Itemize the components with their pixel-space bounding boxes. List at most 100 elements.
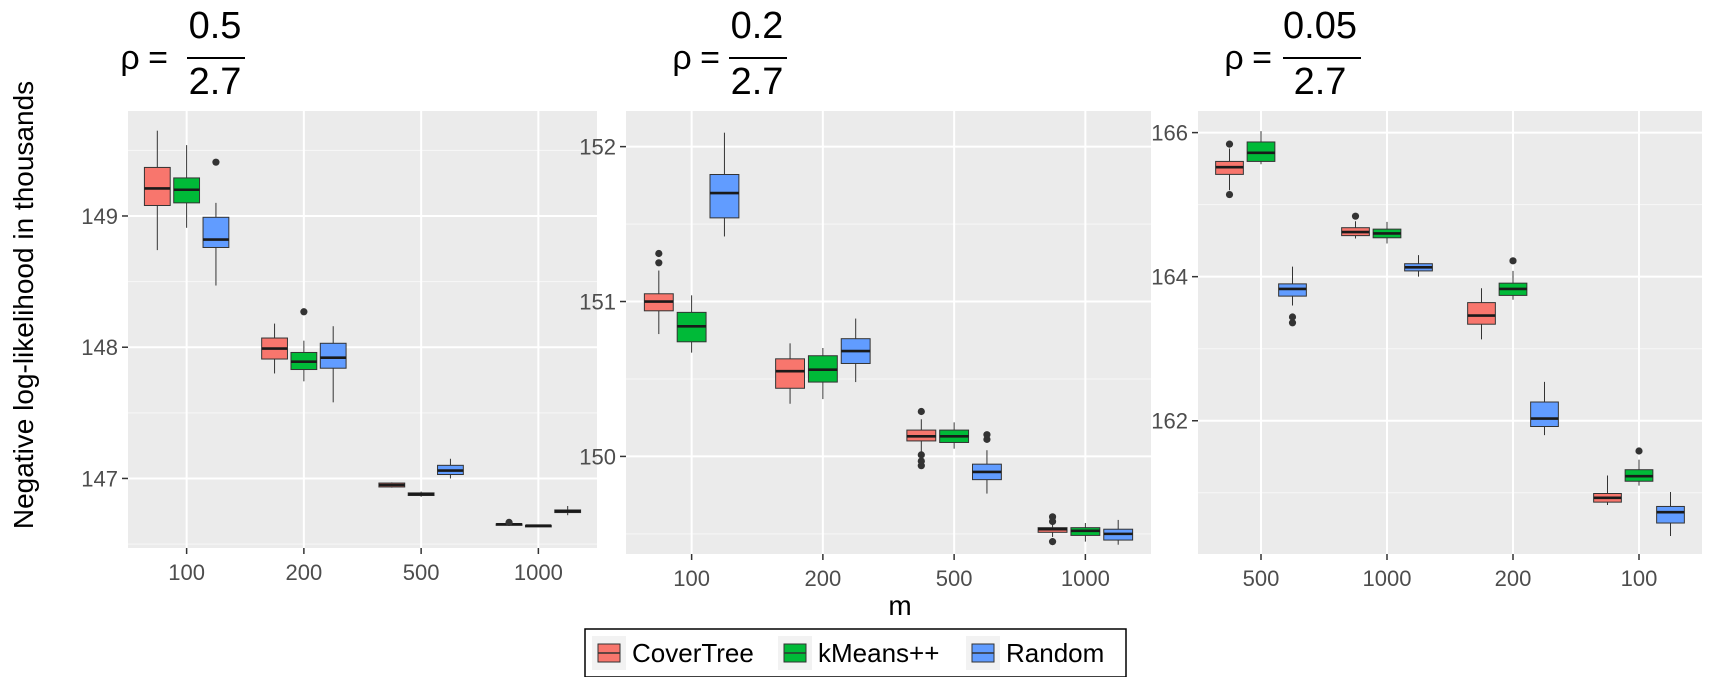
box-covertree	[1215, 140, 1244, 199]
panel-2-title-symbol: ρ	[672, 39, 691, 77]
x-tick-label: 200	[1495, 566, 1532, 591]
box-random	[1656, 492, 1685, 536]
outlier-point	[1288, 313, 1297, 321]
box-kmeans	[676, 295, 707, 353]
y-tick-label: 149	[81, 204, 118, 229]
box-covertree	[261, 323, 288, 374]
y-tick-label: 164	[1151, 265, 1188, 290]
box-kmeans	[524, 524, 552, 528]
box-body	[1656, 505, 1685, 524]
panel-1-background	[128, 111, 597, 548]
panel-1-title-equals: =	[148, 39, 168, 77]
outlier-point	[917, 451, 925, 459]
box-covertree	[378, 482, 406, 488]
box-body	[143, 166, 171, 206]
box-covertree	[495, 518, 523, 527]
panel-2-boxes	[643, 132, 1134, 546]
box-body	[1467, 302, 1496, 325]
panel-3-title-equals: =	[1252, 39, 1272, 77]
panel-2: ρ = 0.2 2.7 150 151 152 100 200 500 1000	[579, 5, 1151, 591]
outlier-point	[917, 457, 925, 465]
outlier-point	[655, 249, 663, 258]
outlier-point	[212, 158, 220, 166]
panel-1-title-fraction-bar	[187, 57, 245, 59]
box-covertree	[643, 249, 674, 335]
panel-2-title: ρ = 0.2 2.7	[672, 5, 787, 103]
y-tick-label: 147	[81, 466, 118, 491]
panel-3-title-numerator: 0.05	[1283, 5, 1357, 47]
box-random	[202, 158, 230, 286]
panel-1-title-denominator: 2.7	[189, 61, 242, 103]
panel-3-y-ticks: 162 164 166	[1151, 121, 1198, 434]
box-body	[319, 342, 347, 369]
box-random	[1278, 266, 1307, 327]
outlier-point	[1225, 140, 1234, 148]
panel-3: ρ = 0.05 2.7 162 164 166 500 1000 200 100	[1151, 5, 1702, 591]
box-kmeans	[1498, 257, 1528, 300]
legend-item-random: Random	[966, 636, 1104, 670]
panel-3-background	[1198, 111, 1702, 554]
box-covertree	[906, 407, 937, 470]
box-body	[1530, 401, 1559, 428]
legend-label-kmeans: kMeans++	[818, 638, 939, 668]
box-covertree	[1593, 475, 1622, 506]
y-tick-label: 150	[579, 444, 616, 469]
panel-1-title-numerator: 0.5	[189, 5, 242, 47]
box-kmeans	[1070, 523, 1101, 542]
x-tick-label: 200	[286, 560, 323, 585]
legend-label-covertree: CoverTree	[632, 638, 754, 668]
box-kmeans	[1624, 447, 1654, 486]
x-axis-title: m	[888, 590, 911, 621]
box-kmeans	[939, 422, 970, 449]
panel-2-title-denominator: 2.7	[731, 61, 784, 103]
panel-3-title: ρ = 0.05 2.7	[1224, 5, 1361, 103]
panel-1-x-ticks: 100 200 500 1000	[168, 548, 563, 585]
outlier-point	[1351, 212, 1360, 220]
legend: CoverTree kMeans++ Random	[584, 628, 1127, 677]
outlier-point	[1288, 319, 1297, 327]
x-tick-label: 100	[168, 560, 205, 585]
panel-3-title-denominator: 2.7	[1294, 61, 1347, 103]
legend-label-random: Random	[1006, 638, 1104, 668]
box-kmeans	[173, 145, 201, 228]
x-tick-label: 500	[1243, 566, 1280, 591]
box-body	[775, 358, 805, 389]
x-tick-label: 500	[936, 566, 973, 591]
panel-1-gridlines	[128, 111, 597, 548]
outlier-point	[1509, 257, 1517, 265]
x-tick-label: 1000	[1363, 566, 1412, 591]
box-covertree	[1341, 212, 1370, 239]
box-kmeans	[407, 491, 435, 497]
legend-item-kmeans: kMeans++	[778, 636, 939, 670]
box-kmeans	[1372, 221, 1402, 244]
box-random	[840, 318, 871, 383]
box-body	[202, 216, 230, 248]
box-random	[1404, 255, 1433, 277]
outlier-point	[1048, 513, 1057, 521]
x-tick-label: 1000	[1061, 566, 1110, 591]
box-covertree	[1467, 288, 1496, 340]
x-tick-label: 200	[805, 566, 842, 591]
panel-3-x-ticks: 500 1000 200 100	[1243, 554, 1657, 591]
x-tick-label: 100	[673, 566, 710, 591]
box-random	[972, 431, 1002, 494]
panel-2-title-equals: =	[700, 39, 720, 77]
y-tick-label: 148	[81, 335, 118, 360]
panel-3-title-symbol: ρ	[1224, 39, 1243, 77]
panel-1: ρ = 0.5 2.7 147 148 149 100 200 500 1000	[81, 5, 597, 585]
outlier-point	[300, 308, 308, 316]
panel-1-title: ρ = 0.5 2.7	[120, 5, 245, 103]
box-covertree	[1037, 513, 1068, 546]
outlier-point	[1635, 447, 1643, 455]
outlier-point	[983, 431, 991, 439]
panel-2-x-ticks: 100 200 500 1000	[673, 554, 1110, 591]
panel-3-title-fraction-bar	[1283, 57, 1361, 59]
panel-2-gridlines	[626, 111, 1151, 554]
panel-1-boxes	[143, 130, 582, 528]
box-covertree	[143, 130, 171, 251]
box-body	[709, 174, 740, 219]
outlier-point	[917, 407, 925, 416]
panel-3-boxes	[1215, 131, 1685, 536]
y-axis-title: Negative log-likelihood in thousands	[8, 81, 39, 529]
